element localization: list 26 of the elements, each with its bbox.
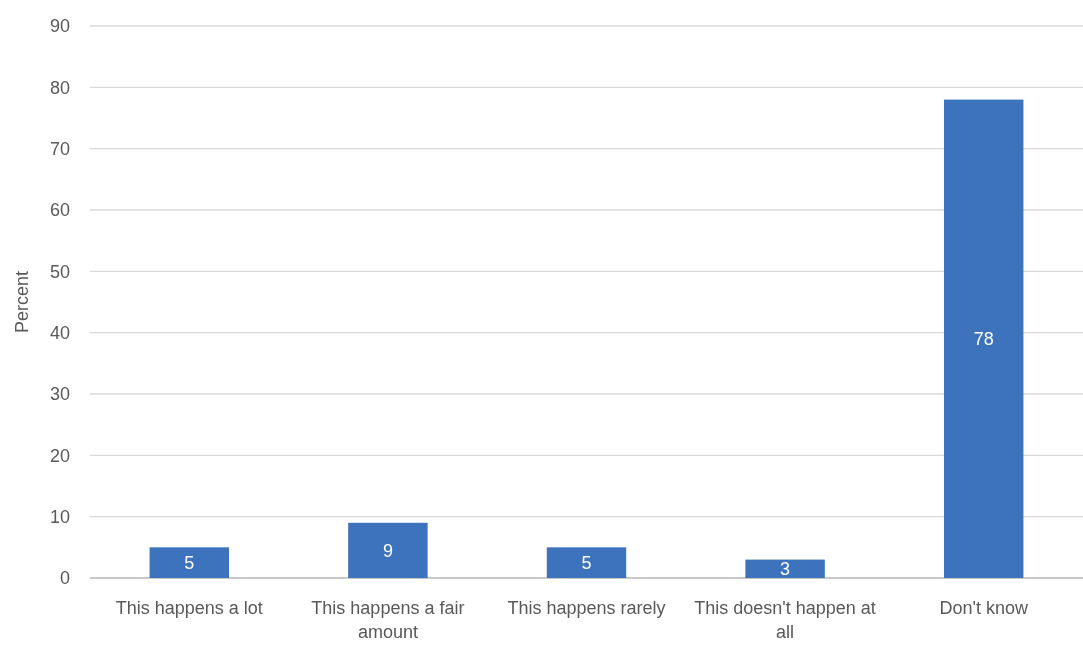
y-tick-label: 0 — [59, 568, 70, 589]
x-tick-label: This happens a lot — [115, 598, 263, 618]
x-tick-label: This happens a fair amount — [311, 598, 465, 642]
data-label: 5 — [184, 552, 195, 573]
y-tick-label: 40 — [49, 322, 70, 343]
y-tick-label: 80 — [49, 77, 70, 98]
y-tick-label: 90 — [49, 16, 70, 37]
y-axis-title: Percent — [12, 270, 32, 334]
data-label: 9 — [382, 540, 393, 561]
y-tick-label: 30 — [49, 384, 70, 405]
x-tick-label: This doesn't happen at all — [694, 598, 876, 642]
y-tick-label: 10 — [49, 506, 70, 527]
data-label: 78 — [973, 329, 994, 350]
y-tick-label: 50 — [49, 261, 70, 282]
bar — [149, 547, 230, 578]
bar — [943, 99, 1024, 578]
y-tick-label: 60 — [49, 200, 70, 221]
y-tick-label: 20 — [49, 445, 70, 466]
bar — [348, 522, 428, 578]
x-tick-label: This happens rarely — [507, 598, 666, 618]
y-tick-label: 70 — [49, 138, 70, 159]
data-label: 5 — [581, 552, 592, 573]
bar — [546, 547, 627, 578]
x-tick-label: Don't know — [939, 598, 1029, 618]
data-label: 3 — [780, 559, 791, 580]
bar — [745, 559, 825, 578]
